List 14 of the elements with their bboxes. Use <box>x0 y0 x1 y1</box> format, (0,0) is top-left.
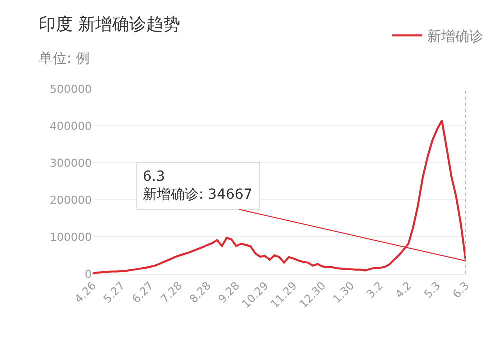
chart-title: 印度 新增确诊趋势 <box>39 15 180 35</box>
y-tick-label: 100000 <box>50 230 92 244</box>
x-tick-label: 4.2 <box>393 280 415 302</box>
annotation: 6.3 新增确诊: 34667 <box>143 169 253 204</box>
y-tick-label: 300000 <box>50 156 92 170</box>
y-tick-label: 400000 <box>50 120 92 133</box>
y-tick-label: 200000 <box>50 194 92 207</box>
y-tick-label: 0 <box>85 268 92 281</box>
x-tick-label: 3.2 <box>364 280 386 302</box>
x-tick-label: 5.3 <box>422 280 444 302</box>
y-tick-label: 500000 <box>50 82 92 96</box>
y-axis-title: 单位: 例 <box>39 51 90 67</box>
x-tick-label: 6.3 <box>450 280 472 302</box>
legend-label: 新增确诊 <box>427 29 484 46</box>
